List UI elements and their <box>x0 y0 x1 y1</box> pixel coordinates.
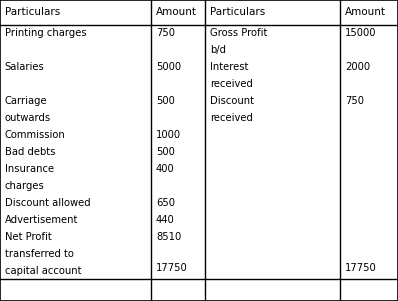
Text: Interest: Interest <box>210 62 248 72</box>
Text: Particulars: Particulars <box>210 8 265 17</box>
Text: b/d: b/d <box>210 45 226 55</box>
Text: Gross Profit: Gross Profit <box>210 29 267 39</box>
Text: Amount: Amount <box>345 8 386 17</box>
Text: 5000: 5000 <box>156 62 181 72</box>
Text: 2000: 2000 <box>345 62 370 72</box>
Text: Commission: Commission <box>5 130 66 140</box>
Text: outwards: outwards <box>5 113 51 123</box>
Text: 17750: 17750 <box>345 263 377 274</box>
Text: charges: charges <box>5 181 45 191</box>
Text: Net Profit: Net Profit <box>5 232 51 242</box>
Text: 1000: 1000 <box>156 130 181 140</box>
Text: Discount: Discount <box>210 96 254 106</box>
Text: 750: 750 <box>156 29 175 39</box>
Text: Insurance: Insurance <box>5 164 54 174</box>
Text: 400: 400 <box>156 164 175 174</box>
Text: 500: 500 <box>156 96 175 106</box>
Text: 8510: 8510 <box>156 232 181 242</box>
Text: 15000: 15000 <box>345 29 377 39</box>
Text: 440: 440 <box>156 215 175 225</box>
Text: received: received <box>210 79 253 89</box>
Text: transferred to: transferred to <box>5 249 74 259</box>
Text: Discount allowed: Discount allowed <box>5 198 90 208</box>
Text: Particulars: Particulars <box>5 8 60 17</box>
Text: Printing charges: Printing charges <box>5 29 86 39</box>
Text: 750: 750 <box>345 96 364 106</box>
Text: Advertisement: Advertisement <box>5 215 78 225</box>
Text: capital account: capital account <box>5 266 81 276</box>
Text: 17750: 17750 <box>156 263 188 274</box>
Text: 650: 650 <box>156 198 175 208</box>
Text: received: received <box>210 113 253 123</box>
Text: Bad debts: Bad debts <box>5 147 55 157</box>
Text: 500: 500 <box>156 147 175 157</box>
Text: Salaries: Salaries <box>5 62 45 72</box>
Text: Carriage: Carriage <box>5 96 47 106</box>
Text: Amount: Amount <box>156 8 197 17</box>
